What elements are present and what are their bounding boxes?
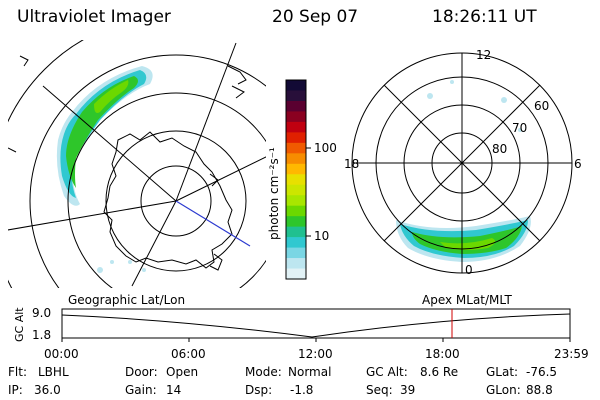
seq-key: Seq: xyxy=(366,383,393,397)
ip-value: 36.0 xyxy=(34,383,61,397)
color-bar-cell xyxy=(286,237,306,249)
color-bar-cell xyxy=(286,80,306,92)
gain-value: 14 xyxy=(166,383,181,397)
x-ticks xyxy=(61,338,571,342)
mlt-label-18: 18 xyxy=(344,157,359,171)
dsp-value: -1.8 xyxy=(290,383,313,397)
mode-key: Mode: xyxy=(245,365,282,379)
colorbar-tick-10: 10 xyxy=(314,229,329,243)
glat-value: -76.5 xyxy=(526,365,557,379)
color-bar-cell xyxy=(286,205,306,217)
color-bar-scale xyxy=(286,80,306,280)
glon-key: GLon: xyxy=(486,383,521,397)
longitude-lines xyxy=(8,42,266,287)
mode-value: Normal xyxy=(288,365,331,379)
color-bar-cell xyxy=(286,247,306,259)
glon-value: 88.8 xyxy=(526,383,553,397)
door-value: Open xyxy=(166,365,198,379)
instrument-title: Ultraviolet Imager xyxy=(17,7,171,27)
x-tick-2359: 23:59 xyxy=(554,347,589,361)
y-tick-9: 9.0 xyxy=(32,306,51,320)
color-bar-cell xyxy=(286,258,306,270)
gain-key: Gain: xyxy=(125,383,157,397)
mlat-label-80: 80 xyxy=(492,142,507,156)
gcalt-key: GC Alt: xyxy=(366,365,408,379)
gcalt-value: 8.6 Re xyxy=(420,365,458,379)
coast-fragments xyxy=(8,55,247,271)
color-bar-cell xyxy=(286,153,306,165)
x-tick-1800: 18:00 xyxy=(425,347,460,361)
altitude-strip: Geographic Lat/Lon Apex MLat/MLT GC Alt … xyxy=(13,293,589,361)
color-bar-cell xyxy=(286,163,306,175)
apex-label: Apex MLat/MLT xyxy=(422,293,512,307)
mlt-lines xyxy=(352,53,572,273)
time-label: 18:26:11 UT xyxy=(432,7,537,27)
colorbar-tick-100: 100 xyxy=(314,141,337,155)
color-bar-cell xyxy=(286,268,306,280)
mlat-label-60: 60 xyxy=(534,99,549,113)
flt-key: Flt: xyxy=(8,365,27,379)
mlt-label-12: 12 xyxy=(476,48,491,62)
magnetic-polar-map: 12 18 6 0 60 70 80 xyxy=(344,48,582,277)
gc-alt-axis-label: GC Alt xyxy=(13,307,26,342)
x-tick-0600: 06:00 xyxy=(171,347,206,361)
altitude-plot-frame xyxy=(61,308,571,339)
color-bar-cell xyxy=(286,100,306,113)
color-bar-cell xyxy=(286,121,306,133)
colorbar-unit-label: photon cm⁻²s⁻¹ xyxy=(267,147,281,240)
color-bar-cell xyxy=(286,142,306,154)
mlt-label-0: 0 xyxy=(465,263,473,277)
x-tick-0000: 00:00 xyxy=(44,347,79,361)
aurora-emission-right xyxy=(396,80,531,262)
mlat-label-70: 70 xyxy=(512,121,527,135)
x-tick-1200: 12:00 xyxy=(298,347,333,361)
antarctica-coastline xyxy=(103,131,233,269)
color-bar-cell xyxy=(286,132,306,144)
dsp-key: Dsp: xyxy=(245,383,272,397)
date-label: 20 Sep 07 xyxy=(272,7,359,27)
color-bar-cell xyxy=(286,90,306,102)
geographic-map xyxy=(8,40,266,288)
color-bar: 100 10 photon cm⁻²s⁻¹ xyxy=(267,79,337,280)
altitude-curve xyxy=(61,313,571,338)
subsatellite-track xyxy=(175,200,251,247)
seq-value: 39 xyxy=(400,383,415,397)
latitude-circles xyxy=(8,40,266,288)
color-bar-cell xyxy=(286,226,306,238)
color-bar-cell xyxy=(286,174,306,186)
door-key: Door: xyxy=(125,365,158,379)
aurora-emission-left xyxy=(56,66,153,273)
flt-value: LBHL xyxy=(38,365,69,379)
color-bar-cell xyxy=(286,195,306,207)
geographic-label: Geographic Lat/Lon xyxy=(68,293,185,307)
glat-key: GLat: xyxy=(486,365,518,379)
y-tick-1-8: 1.8 xyxy=(32,328,51,342)
color-bar-cell xyxy=(286,111,306,123)
status-panel: Flt: LBHL Door: Open Mode: Normal GC Alt… xyxy=(8,365,557,397)
mlt-label-6: 6 xyxy=(574,157,582,171)
ip-key: IP: xyxy=(8,383,23,397)
color-bar-cell xyxy=(286,216,306,228)
color-bar-cell xyxy=(286,184,306,196)
